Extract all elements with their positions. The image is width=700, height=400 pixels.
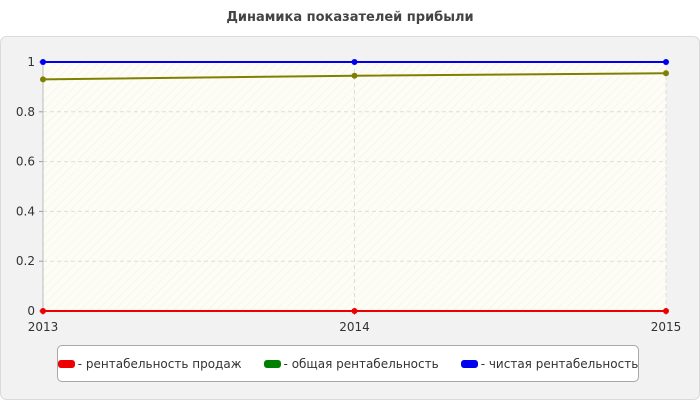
data-point (40, 59, 46, 65)
plot-area (43, 62, 666, 311)
data-point (663, 70, 669, 77)
data-point (663, 308, 669, 314)
y-tick-label: 0.6 (16, 155, 35, 169)
legend-swatch-red (57, 359, 75, 368)
data-point (40, 308, 46, 314)
tick-labels: 0 0.2 0.4 0.6 0.8 1 2013 2014 2015 (16, 55, 681, 334)
x-tick-label: 2013 (28, 320, 59, 334)
data-point (351, 308, 358, 314)
chart-title: Динамика показателей прибыли (226, 10, 474, 25)
legend-item-total-profitability[interactable]: общая рентабельность (263, 357, 439, 371)
x-tick-label: 2015 (651, 320, 682, 334)
legend-swatch-blue (460, 359, 478, 368)
legend-label: рентабельность продаж (78, 357, 242, 371)
data-point (351, 59, 358, 65)
legend-swatch-green (263, 359, 281, 368)
data-point (663, 59, 669, 65)
x-tick-label: 2014 (339, 320, 370, 334)
legend-label: общая рентабельность (284, 357, 439, 371)
y-tick-label: 0.8 (16, 105, 35, 119)
y-tick-label: 1 (27, 55, 35, 69)
y-tick-label: 0 (27, 304, 35, 318)
legend-label: чистая рентабельность (481, 357, 638, 371)
plot-hatch (43, 62, 666, 311)
legend: рентабельность продаж общая рентабельнос… (57, 345, 639, 382)
legend-item-sales-profitability[interactable]: рентабельность продаж (57, 357, 242, 371)
data-point (40, 76, 46, 83)
legend-item-net-profitability[interactable]: чистая рентабельность (460, 357, 638, 371)
series-lines (40, 59, 669, 314)
y-tick-label: 0.4 (16, 204, 35, 218)
data-point (351, 72, 358, 79)
y-tick-label: 0.2 (16, 254, 35, 268)
